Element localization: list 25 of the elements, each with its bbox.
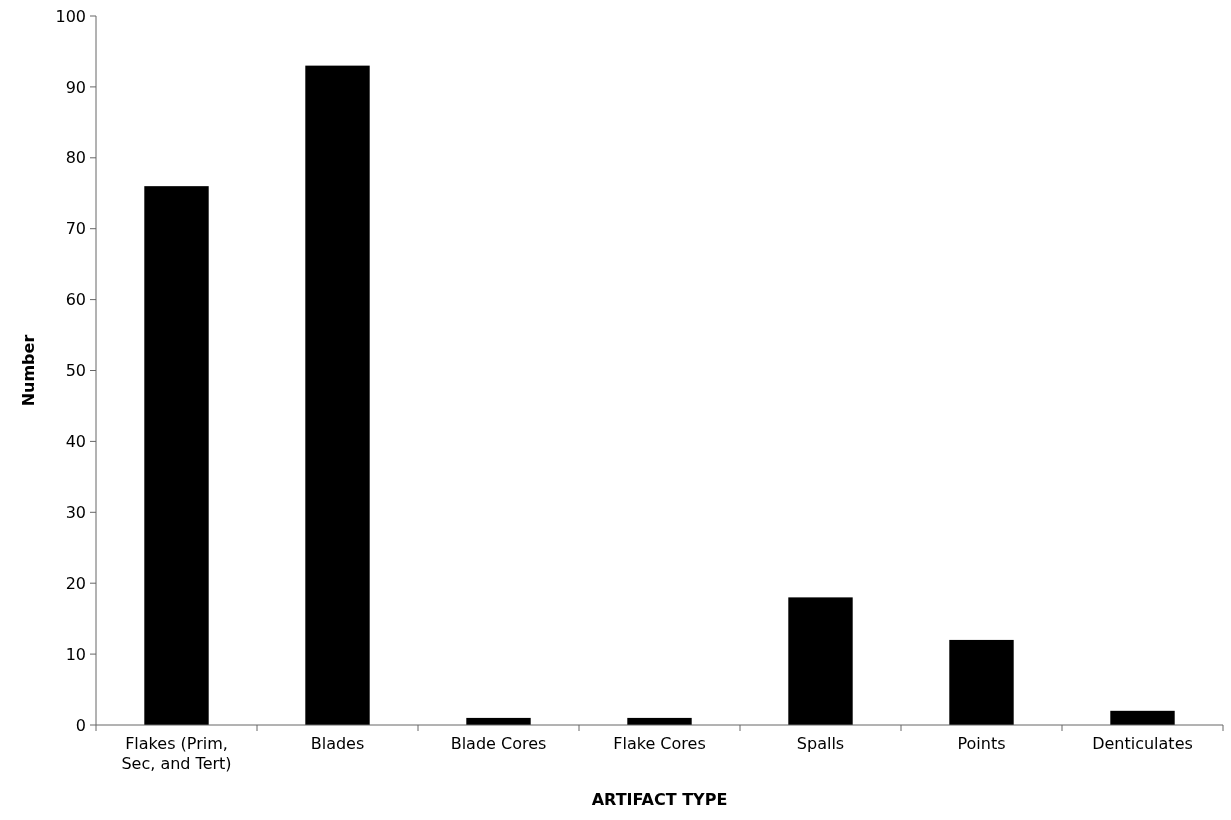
bar	[1110, 710, 1175, 725]
y-tick-label: 80	[65, 148, 86, 168]
y-tick-label: 40	[65, 432, 86, 451]
y-tick-label: 90	[65, 77, 86, 97]
x-tick-label: Denticulates	[1092, 734, 1193, 753]
y-tick-label: 60	[65, 290, 86, 310]
y-tick-label: 30	[65, 502, 86, 522]
y-tick-label: 0	[75, 715, 86, 735]
bar	[144, 186, 209, 725]
y-tick-label: 20	[65, 573, 86, 593]
y-tick-label: 70	[65, 219, 86, 239]
bar	[788, 597, 853, 725]
bar	[305, 65, 370, 725]
x-axis-title: ARTIFACT TYPE	[591, 790, 728, 809]
y-axis-title: Number	[19, 334, 38, 407]
x-tick-label: Blades	[310, 734, 365, 753]
x-tick-label: Flake Cores	[613, 734, 706, 753]
x-tick-label: Blade Cores	[450, 734, 547, 753]
y-tick-label: 100	[55, 6, 86, 26]
x-tick-label: Flakes (Prim, Sec, and Tert)	[121, 734, 232, 773]
x-tick-label: Points	[957, 734, 1006, 753]
x-tick-label: Spalls	[796, 734, 845, 753]
bar	[949, 639, 1014, 725]
y-tick-label: 50	[65, 361, 86, 381]
y-tick-label: 10	[65, 644, 86, 664]
